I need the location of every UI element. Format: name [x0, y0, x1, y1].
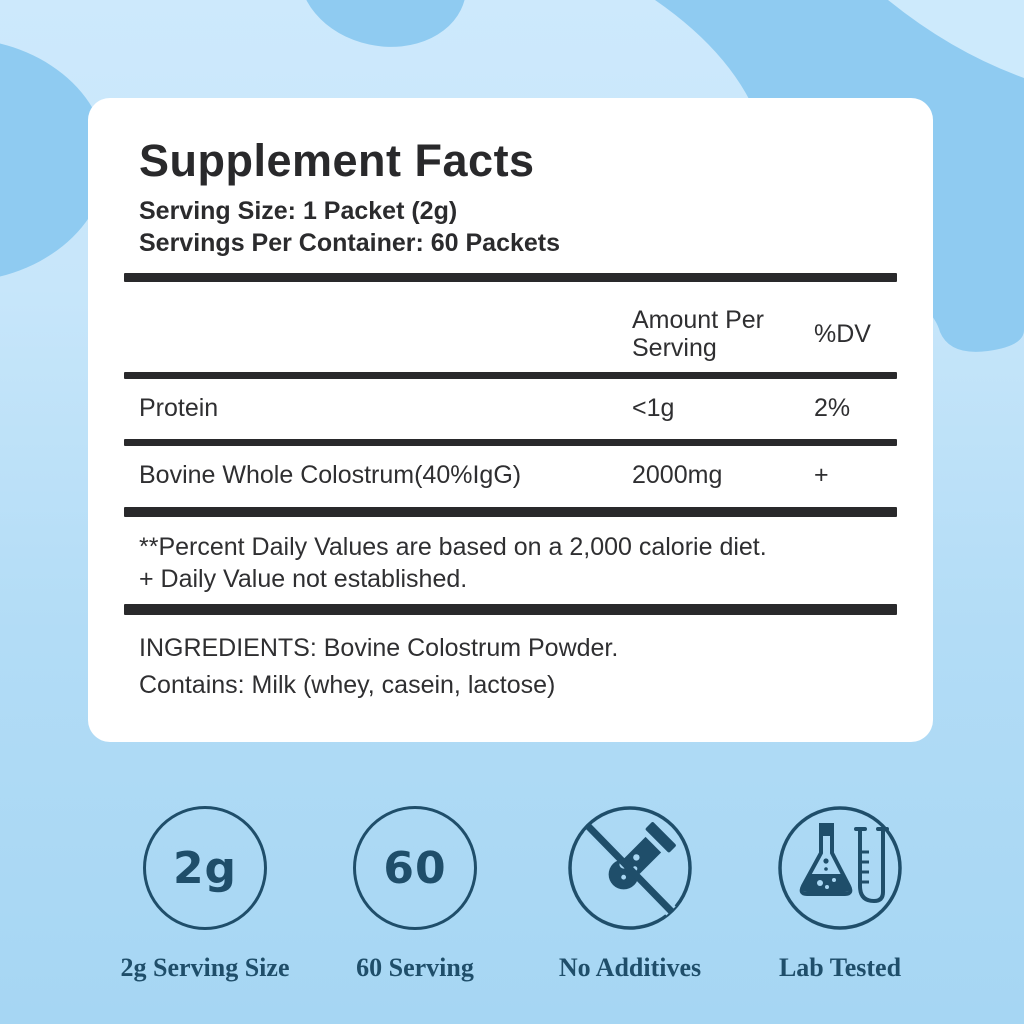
- badge-label: Lab Tested: [778, 953, 902, 982]
- supplement-facts-panel: Supplement Facts Serving Size: 1 Packet …: [88, 98, 933, 742]
- table-row: Bovine Whole Colostrum(40%IgG) 2000mg +: [124, 446, 897, 507]
- badge-circle-text: 60: [383, 842, 447, 894]
- badge-circle-text: 2g: [172, 842, 238, 894]
- contains-line: Contains: Milk (whey, casein, lactose): [139, 671, 556, 700]
- badge-lab-tested: Lab Tested: [730, 806, 950, 983]
- circle-2g-icon: 2g: [143, 806, 267, 930]
- divider-after-header: [124, 372, 897, 380]
- badge-servings-count: 60 60 Serving: [305, 806, 525, 983]
- ingredients-line: INGREDIENTS: Bovine Colostrum Powder.: [139, 634, 619, 663]
- nutrient-amount: 2000mg: [632, 461, 723, 490]
- blob-top-center: [299, 0, 467, 47]
- nutrient-dv: +: [814, 461, 829, 490]
- badge-label: 60 Serving: [356, 953, 474, 982]
- nutrient-name: Protein: [139, 394, 219, 423]
- nutrient-amount: <1g: [632, 394, 675, 423]
- blob-corner-light: [888, 0, 1024, 78]
- blob-left: [0, 43, 107, 277]
- servings-per-container-line: Servings Per Container: 60 Packets: [139, 229, 561, 258]
- lab-tested-icon: [778, 806, 902, 930]
- daily-value-footnote: **Percent Daily Values are based on a 2,…: [124, 517, 897, 604]
- amount-per-serving-header: Amount Per Serving: [632, 306, 765, 363]
- table-header-row: Amount Per Serving %DV: [124, 282, 897, 372]
- badge-label: 2g Serving Size: [120, 953, 290, 982]
- serving-size-line: Serving Size: 1 Packet (2g): [139, 197, 458, 226]
- table-row: Protein <1g 2%: [124, 379, 897, 439]
- badge-serving-size: 2g 2g Serving Size: [95, 806, 315, 983]
- divider-after-rows: [124, 507, 897, 518]
- badge-label: No Additives: [558, 953, 702, 982]
- dv-header: %DV: [814, 319, 871, 348]
- footnote-line: **Percent Daily Values are based on a 2,…: [139, 533, 767, 562]
- divider-after-protein: [124, 439, 897, 447]
- divider-before-ingredients: [124, 604, 897, 616]
- nutrient-name: Bovine Whole Colostrum(40%IgG): [139, 461, 522, 490]
- panel-title: Supplement Facts: [139, 135, 535, 186]
- circle-60-icon: 60: [353, 806, 477, 930]
- nutrient-dv: 2%: [814, 394, 851, 423]
- divider-thick-top: [124, 273, 897, 283]
- ingredients-section: INGREDIENTS: Bovine Colostrum Powder. Co…: [124, 615, 897, 701]
- no-additives-icon: [568, 806, 692, 930]
- badge-no-additives: No Additives: [520, 806, 740, 983]
- footnote-line: + Daily Value not established.: [139, 564, 468, 593]
